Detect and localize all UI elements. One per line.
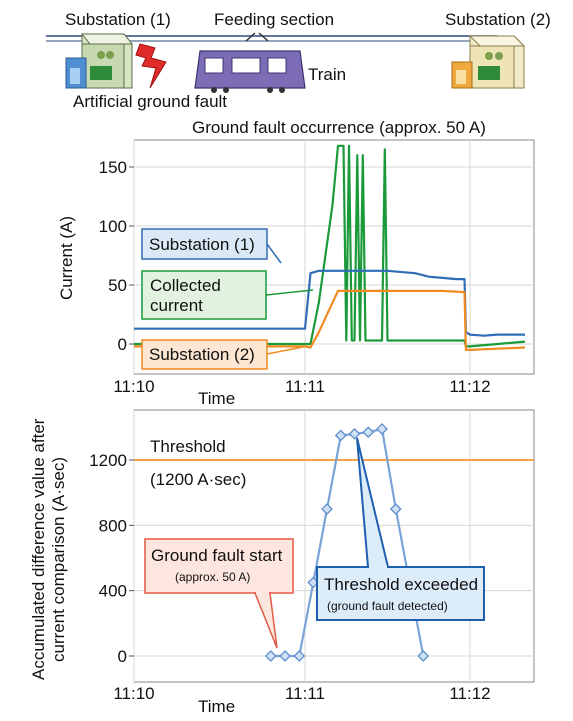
- callout-exceed-box: [316, 566, 485, 621]
- bottom-chart-x-tick-label: 11:10: [113, 684, 154, 703]
- bottom-chart-x-tick-label: 11:12: [449, 684, 490, 703]
- artificial-fault-label: Artificial ground fault: [73, 92, 227, 111]
- bottom-chart-y-tick-label: 1200: [89, 451, 127, 470]
- accumulated-marker: [362, 426, 375, 439]
- top-chart: 150 100 50 0 11:10 11:11 11:12 Current (A) Tim…: [57, 139, 535, 408]
- accumulated-marker: [417, 650, 430, 662]
- threshold-label: Threshold: [150, 437, 226, 456]
- top-chart-x-tick-label: 11:11: [285, 377, 325, 396]
- top-chart-xlabel: Time: [198, 389, 235, 408]
- bottom-chart-y-tick-label: 800: [99, 516, 127, 535]
- substation2-building-icon: [451, 35, 526, 89]
- legend-substation2-text: Substation (2): [149, 345, 255, 364]
- threshold-value: (1200 A·sec): [150, 470, 246, 489]
- accumulated-marker: [264, 650, 277, 662]
- callout-exceed-text-1: Threshold exceeded: [324, 575, 478, 594]
- callout-start-text-1: Ground fault start: [151, 546, 283, 565]
- legend-collected-text-2: current: [150, 296, 203, 315]
- legend-substation1-pointer: [266, 243, 282, 264]
- top-chart-ylabel: Current (A): [57, 216, 76, 300]
- accumulated-marker: [293, 650, 306, 662]
- series-substation1-line: [134, 269, 525, 337]
- substation1-building-icon: [65, 33, 134, 89]
- substation1-title: Substation (1): [65, 10, 171, 29]
- callout-exceed-text-2: (ground fault detected): [327, 599, 448, 613]
- legend-substation1-box: [141, 228, 268, 260]
- accumulated-marker: [348, 427, 361, 440]
- accumulated-marker: [321, 503, 333, 515]
- train-label: Train: [308, 65, 346, 84]
- substation2-title: Substation (2): [445, 10, 551, 29]
- top-chart-y-tick-label: 150: [99, 158, 127, 177]
- bottom-chart-series: [264, 423, 430, 662]
- bottom-chart-y-tick-label: 400: [99, 582, 127, 601]
- top-chart-y-tick-label: 50: [108, 276, 127, 295]
- legend-substation2-box: [141, 339, 268, 370]
- top-chart-y-tick-label: 100: [99, 217, 127, 236]
- lightning-bolt-icon: [135, 43, 167, 89]
- train-icon: [194, 32, 306, 93]
- top-chart-x-tick-label: 11:12: [449, 377, 490, 396]
- accumulated-marker: [279, 650, 291, 662]
- bottom-chart-ylabel-2: current comparison (A·sec): [49, 457, 68, 662]
- legend-collected-box: [141, 270, 267, 320]
- top-chart-x-tick-label: 11:10: [113, 377, 154, 396]
- feeding-section-title: Feeding section: [214, 10, 334, 29]
- bottom-chart-x-tick-label: 11:11: [285, 684, 325, 703]
- bottom-chart-xlabel: Time: [198, 697, 235, 716]
- callout-start-box: [144, 538, 294, 594]
- top-chart-ticks: 150 100 50 0 11:10 11:11 11:12: [99, 158, 491, 396]
- legend-substation2-pointer: [266, 345, 309, 355]
- series-collected-current-line: [134, 144, 526, 348]
- accumulated-marker: [376, 423, 388, 435]
- accumulated-marker: [334, 429, 347, 442]
- accumulated-marker: [389, 503, 402, 515]
- top-chart-y-tick-label: 0: [118, 335, 127, 354]
- bottom-chart-ylabel-1: Accumulated difference value after: [29, 418, 48, 680]
- callout-start-text-2: (approx. 50 A): [175, 570, 250, 584]
- legend-substation1-text: Substation (1): [149, 235, 255, 254]
- fault-occurrence-label: Ground fault occurrence (approx. 50 A): [192, 118, 486, 137]
- legend-collected-pointer: [265, 289, 314, 296]
- bottom-chart-y-tick-label: 0: [118, 647, 127, 666]
- bottom-chart-ticks: 1200 800 400 0 11:10 11:11 11:12: [89, 451, 490, 703]
- legend-collected-text-1: Collected: [150, 276, 221, 295]
- bottom-chart: 1200 800 400 0 11:10 11:11 11:12 Accumulated d…: [29, 409, 535, 716]
